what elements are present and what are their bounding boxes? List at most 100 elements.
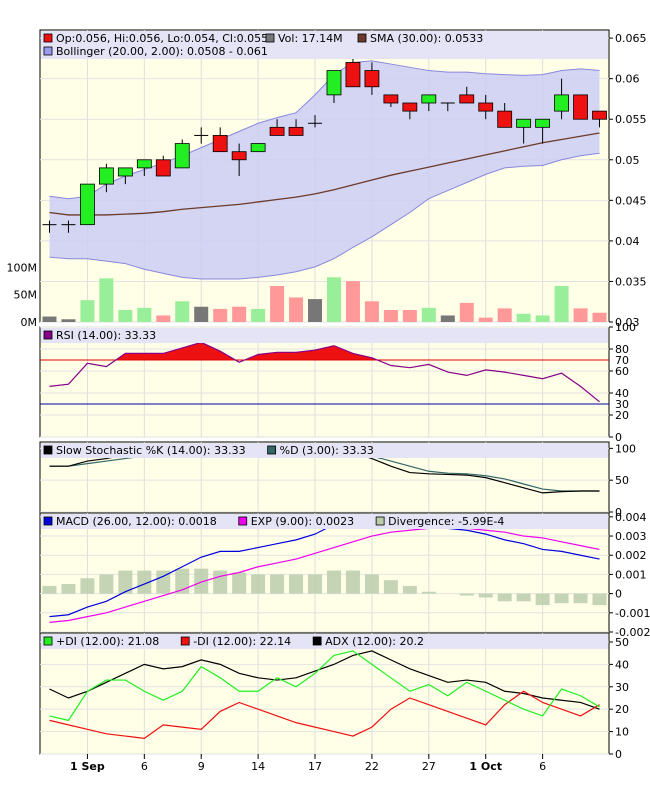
candle-body	[516, 118, 532, 128]
y-tick-label: 0	[615, 506, 622, 519]
candle-body	[364, 70, 380, 88]
volume-bar	[42, 316, 57, 322]
rsi-panel	[39, 326, 610, 438]
y-tick-label: 0	[615, 748, 622, 761]
y-tick-label: 100	[615, 442, 636, 455]
y-tick-label: 0.035	[615, 275, 647, 288]
candle-body	[554, 94, 569, 112]
candle-body	[80, 183, 95, 226]
legend-swatch	[180, 636, 190, 646]
divergence-bar	[478, 593, 493, 598]
volume-bar	[232, 306, 247, 322]
volume-bar	[194, 306, 209, 322]
divergence-bar	[573, 593, 588, 604]
legend-swatch	[312, 636, 322, 646]
volume-bar	[308, 299, 323, 322]
legend-swatch	[375, 516, 385, 526]
y-tick-label: 0.055	[615, 113, 647, 126]
volume-tick-label: 100M	[7, 261, 38, 274]
x-tick-label: 6	[141, 760, 148, 773]
candle-body	[231, 151, 247, 161]
volume-bar	[326, 277, 341, 322]
x-tick-label: 14	[251, 760, 265, 773]
candle-body	[592, 110, 607, 120]
y-tick-label: 0.03	[615, 316, 640, 329]
y-tick-label: 0.003	[615, 530, 647, 543]
y-tick-label: 50	[615, 474, 629, 487]
divergence-bar	[554, 593, 569, 604]
y-tick-label: 0	[615, 431, 622, 444]
x-tick-label: 9	[198, 760, 205, 773]
volume-bar	[459, 302, 474, 322]
divergence-bar	[326, 570, 341, 594]
volume-bar	[99, 278, 114, 322]
volume-bar	[251, 308, 266, 322]
y-tick-label: 0.04	[615, 235, 640, 248]
rsi-line	[49, 341, 600, 403]
y-tick-label: 0.004	[615, 511, 647, 524]
y-tick-label: -0.002	[615, 626, 650, 639]
candle-body	[174, 143, 190, 169]
legend-swatch	[43, 636, 53, 646]
volume-bar	[137, 307, 152, 322]
divergence-bar	[535, 593, 550, 606]
legend-entry: +DI (12.00): 21.08	[56, 635, 159, 648]
divergence-bar	[251, 574, 266, 594]
divergence-bar	[270, 574, 285, 594]
divergence-bar	[213, 570, 228, 594]
divergence-bar	[61, 584, 76, 594]
legend-entry: Divergence: -5.99E-4	[388, 515, 504, 528]
volume-bar	[61, 319, 76, 322]
volume-bar	[402, 310, 417, 322]
candle-body	[402, 102, 418, 112]
volume-bar	[118, 310, 133, 322]
rsi-legend	[41, 328, 608, 343]
candle-body	[459, 94, 475, 104]
x-tick-label: 1 Sep	[70, 760, 105, 773]
volume-bar	[213, 308, 228, 322]
x-tick-label: 17	[308, 760, 322, 773]
divergence-bar	[364, 574, 379, 594]
plus-di-line	[49, 650, 600, 722]
y-tick-label: 0	[615, 588, 622, 601]
y-tick-label: 0.002	[615, 549, 647, 562]
divergence-bar	[118, 570, 133, 594]
legend-entry: EXP (9.00): 0.0023	[251, 515, 354, 528]
divergence-bar	[592, 593, 607, 606]
divergence-bar	[421, 591, 436, 594]
divergence-bar	[516, 593, 531, 602]
candle-body	[326, 70, 342, 96]
divergence-bar	[156, 570, 171, 594]
y-tick-label: 0.06	[615, 73, 640, 86]
candle-body	[269, 126, 285, 136]
volume-bar	[554, 286, 569, 322]
divergence-bar	[175, 568, 190, 594]
candle-body	[497, 110, 513, 128]
bollinger-upper-line	[49, 60, 600, 200]
legend-entry: Op:0.056, Hi:0.056, Lo:0.054, Cl:0.055	[56, 32, 268, 45]
volume-bar	[592, 312, 607, 322]
candle-body	[478, 102, 494, 112]
price-legend	[41, 31, 608, 59]
legend-swatch	[43, 46, 53, 56]
y-tick-label: 60	[615, 365, 629, 378]
divergence-bar	[99, 574, 114, 594]
y-tick-label: 20	[615, 409, 629, 422]
bollinger-lower-line	[49, 152, 600, 280]
adx-line	[49, 650, 600, 710]
candle-body	[421, 94, 437, 104]
dmi-panel	[39, 632, 610, 755]
candle-body	[573, 94, 588, 120]
candle-body	[535, 118, 551, 128]
divergence-bar	[289, 574, 304, 594]
exp-line	[49, 527, 600, 624]
y-tick-label: 100	[615, 321, 636, 334]
y-tick-label: 0.065	[615, 32, 647, 45]
divergence-bar	[232, 572, 247, 594]
y-tick-label: 40	[615, 658, 629, 671]
divergence-bar	[345, 570, 360, 594]
candle-body	[117, 167, 133, 177]
legend-swatch	[238, 516, 248, 526]
y-tick-label: 80	[615, 343, 629, 356]
